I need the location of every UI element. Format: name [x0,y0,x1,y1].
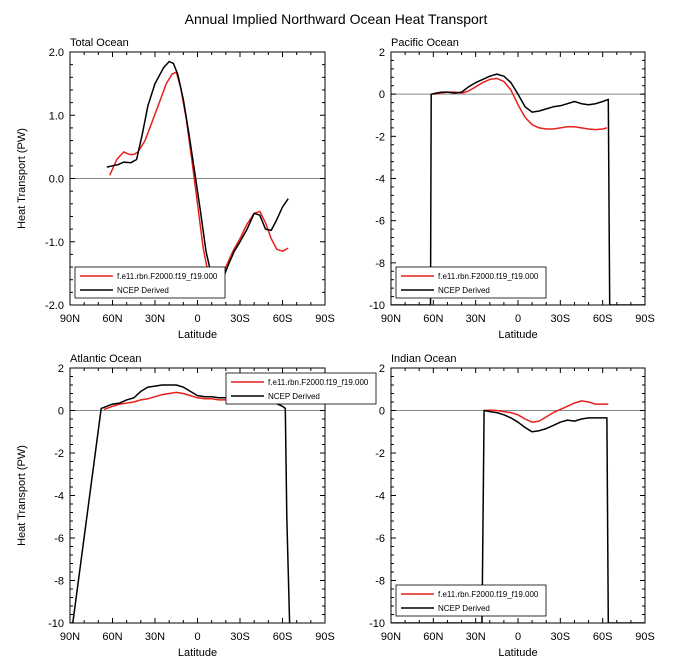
legend: f.e11.rbn.F2000.f19_f19.000 NCEP Derived [395,584,547,617]
y-tick-label: -10 [369,618,385,630]
legend-box [74,266,226,299]
series-line-ncep [106,60,289,284]
legend-label-ncep: NCEP Derived [268,392,320,401]
legend-label-model: f.e11.rbn.F2000.f19_f19.000 [117,272,218,281]
x-tick-label: 0 [194,631,200,643]
y-tick-label: -10 [369,300,385,312]
chart-panel-4: 90N 60N 30N 0 30S 60S 90S -10 -8 -6 -4 -2 0 2 Indian O… [369,353,655,659]
y-tick-label: 0 [379,406,385,418]
x-tick-label: 90N [381,313,401,325]
x-axis-label: Latitude [178,647,217,659]
y-tick-label: -6 [375,533,385,545]
x-tick-label: 30S [230,631,250,643]
y-tick-label: -8 [375,576,385,588]
legend: f.e11.rbn.F2000.f19_f19.000 NCEP Derived [395,266,547,299]
x-tick-label: 90N [381,631,401,643]
y-tick-label: 0 [379,89,385,101]
x-tick-label: 60N [423,631,443,643]
legend-label-ncep: NCEP Derived [117,286,169,295]
x-tick-label: 30S [230,313,250,325]
x-tick-label: 30S [551,631,571,643]
y-tick-label: 2 [379,47,385,59]
x-tick-label: 30S [551,313,571,325]
y-tick-label: 2.0 [49,47,64,59]
legend-box [395,266,547,299]
x-tick-label: 60N [102,313,122,325]
x-tick-label: 90N [60,313,80,325]
x-tick-label: 60S [593,313,613,325]
x-tick-label: 60S [273,313,293,325]
y-tick-label: 1.0 [49,110,64,122]
series-line-model [484,400,609,423]
y-tick-label: 0.0 [49,174,64,186]
panel-title: Indian Ocean [391,353,456,365]
y-tick-label: -6 [375,216,385,228]
series-line-model [433,77,608,131]
y-tick-label: -4 [375,174,385,186]
y-tick-label: -8 [375,258,385,270]
y-tick-label: -8 [54,576,64,588]
x-tick-label: 90S [635,313,655,325]
legend-box [225,372,377,405]
x-tick-label: 60N [423,313,443,325]
figure-title: Annual Implied Northward Ocean Heat Tran… [185,11,488,27]
panel-title: Total Ocean [70,37,129,49]
y-tick-label: -6 [54,533,64,545]
y-tick-label: -1.0 [45,237,64,249]
legend: f.e11.rbn.F2000.f19_f19.000 NCEP Derived [74,266,226,299]
y-tick-label: -2 [375,131,385,143]
y-axis-label: Heat Transport (PW) [16,128,28,229]
y-tick-label: -10 [48,618,64,630]
panels: 90N 60N 30N 0 30S 60S 90S -2.0 -1.0 0.0 1.0 2.0 Tota… [16,37,655,659]
x-tick-label: 30N [466,631,486,643]
y-tick-label: 0 [58,406,64,418]
y-tick-label: -4 [54,491,64,503]
panel-title: Atlantic Ocean [70,353,142,365]
series-line-ncep [391,73,645,305]
y-tick-label: -4 [375,491,385,503]
x-tick-label: 90S [635,631,655,643]
x-axis-label: Latitude [498,647,537,659]
x-tick-label: 90S [315,631,335,643]
x-tick-label: 30N [466,313,486,325]
legend-label-ncep: NCEP Derived [438,604,490,613]
y-tick-label: 2 [379,363,385,375]
y-tick-label: -2 [54,448,64,460]
x-tick-label: 0 [515,631,521,643]
x-tick-label: 90N [60,631,80,643]
x-tick-label: 0 [194,313,200,325]
x-tick-label: 90S [315,313,335,325]
panel-title: Pacific Ocean [391,37,459,49]
x-tick-label: 30N [145,631,165,643]
x-axis-label: Latitude [178,329,217,341]
series-line-ncep [391,409,645,623]
legend: f.e11.rbn.F2000.f19_f19.000 NCEP Derived [225,372,377,405]
y-axis-label: Heat Transport (PW) [16,445,28,546]
legend-label-model: f.e11.rbn.F2000.f19_f19.000 [438,590,539,599]
x-tick-label: 60S [593,631,613,643]
chart-panel-3: 90N 60N 30N 0 30S 60S 90S -10 -8 -6 -4 -2 0 2 Atlantic… [16,353,377,659]
legend-label-model: f.e11.rbn.F2000.f19_f19.000 [268,378,369,387]
y-tick-label: 2 [58,363,64,375]
legend-label-ncep: NCEP Derived [438,286,490,295]
x-tick-label: 0 [515,313,521,325]
x-tick-label: 30N [145,313,165,325]
legend-label-model: f.e11.rbn.F2000.f19_f19.000 [438,272,539,281]
chart-panel-2: 90N 60N 30N 0 30S 60S 90S -10 -8 -6 -4 -2 0 2 Pacific … [369,37,655,341]
x-axis-label: Latitude [498,329,537,341]
x-tick-label: 60S [273,631,293,643]
legend-box [395,584,547,617]
x-tick-label: 60N [102,631,122,643]
chart-panel-1: 90N 60N 30N 0 30S 60S 90S -2.0 -1.0 0.0 1.0 2.0 Tota… [16,37,335,341]
y-tick-label: -2.0 [45,300,64,312]
y-tick-label: -2 [375,448,385,460]
